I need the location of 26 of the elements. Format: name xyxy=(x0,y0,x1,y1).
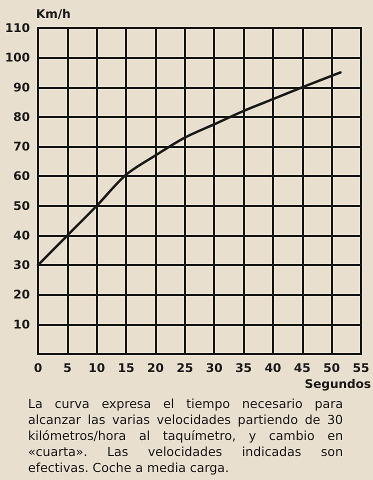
y-tick-label: 20 xyxy=(13,288,30,302)
x-tick-label: 10 xyxy=(88,361,106,375)
x-tick-label: 45 xyxy=(294,361,311,375)
y-tick-label: 110 xyxy=(4,21,30,35)
x-tick-label: 15 xyxy=(118,361,134,375)
y-tick-label: 40 xyxy=(13,228,30,242)
y-tick-label: 60 xyxy=(13,169,30,184)
x-tick-label: 20 xyxy=(147,361,164,375)
y-tick-label: 50 xyxy=(13,198,30,213)
text: La curva expresa el tiempo necesario para alcanzar las varias velocidades partiendo de 30 kilómetros/hora al taquímetro, y cambio en «cuarta». Las velocidades indicadas son efectivas. Coche a media carga. xyxy=(28,396,343,476)
y-tick-label: 70 xyxy=(13,140,30,154)
x-tick-label: 25 xyxy=(176,361,194,375)
x-tick-label: 55 xyxy=(352,361,370,375)
x-tick-label: 0 xyxy=(34,361,42,375)
x-tick-label: 5 xyxy=(63,361,72,375)
y-tick-label: 10 xyxy=(13,317,30,332)
x-tick-label: 30 xyxy=(206,361,223,375)
y-axis-title: Km/h xyxy=(36,7,71,21)
y-tick-label: 80 xyxy=(13,110,30,124)
y-tick-label: 30 xyxy=(13,258,30,272)
y-tick-label: 100 xyxy=(4,50,30,65)
x-tick-label: 40 xyxy=(264,361,282,375)
x-axis-title: Segundos xyxy=(304,377,372,391)
y-tick-label: 90 xyxy=(13,80,30,94)
x-tick-label: 35 xyxy=(235,361,252,375)
x-tick-label: 50 xyxy=(323,361,340,375)
